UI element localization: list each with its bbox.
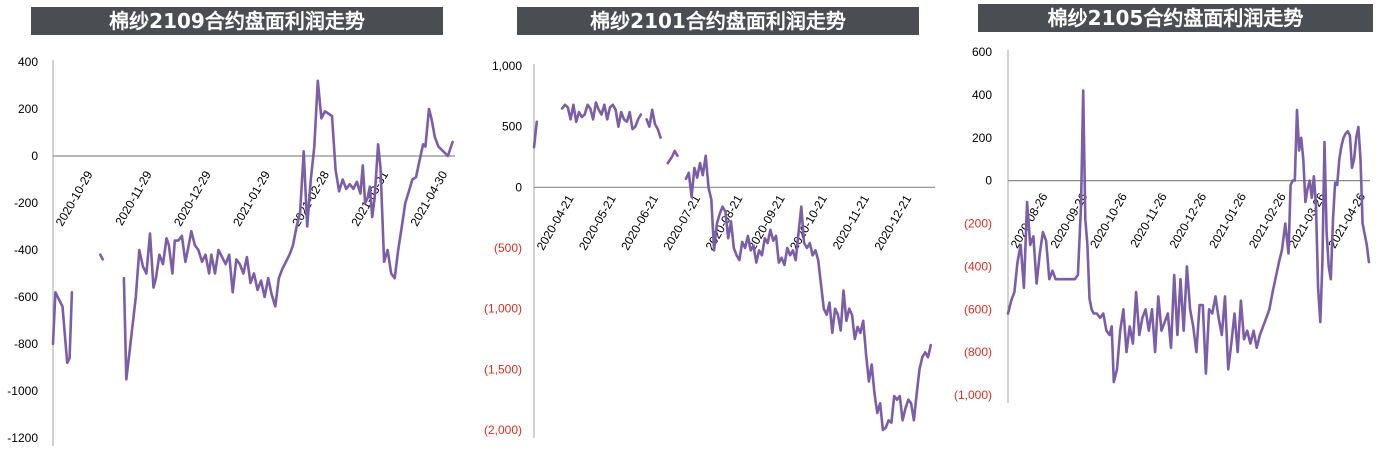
y-tick-label: 0: [515, 180, 522, 194]
x-tick-label: 2020-06-21: [618, 192, 661, 252]
y-tick-label: (600): [964, 302, 992, 316]
x-tick-label: 2020-04-21: [534, 192, 577, 252]
x-tick-label: 2020-08-21: [703, 192, 746, 252]
chart-2109: 400 200 0 -200 -400 -600 -800 -1000 -1200 2020-10…: [7, 55, 455, 446]
x-tick-label: 2021-01-29: [230, 168, 273, 228]
y-tick-label: 0: [985, 174, 992, 188]
x-tick-label: 2020-11-26: [1127, 190, 1170, 250]
chart-panel-2105: 棉纱2105合约盘面利润走势 600 400 200 0 (200) (400) (600)…: [950, 0, 1385, 452]
y-tick-label: (2,000): [484, 423, 522, 437]
series-line: [532, 101, 933, 432]
x-tick-label: 2020-12-29: [171, 168, 214, 228]
x-tick-label: 2020-10-29: [53, 168, 96, 228]
y-tick-label: -1200: [7, 431, 38, 445]
series-line: [51, 79, 454, 381]
chart-title-2109: 棉纱2109合约盘面利润走势: [31, 7, 443, 35]
y-tick-label: 400: [18, 55, 38, 69]
y-tick-label: 200: [18, 102, 38, 116]
y-tick-label: 0: [31, 149, 38, 163]
y-tick-label: (200): [964, 217, 992, 231]
y-tick-label: -400: [14, 243, 38, 257]
x-tick-label: 2020-11-21: [830, 192, 873, 252]
chart-2101: 1,000 500 0 (500) (1,000) (1,500) (2,000) 2020-…: [484, 59, 935, 438]
y-tick-label: 600: [972, 45, 992, 59]
x-tick-label: 2020-07-21: [660, 192, 703, 252]
y-tick-label: (800): [964, 345, 992, 359]
series-line: [1006, 89, 1371, 384]
x-tick-label: 2020-05-21: [576, 192, 619, 252]
x-tick-label: 2021-01-26: [1206, 190, 1249, 250]
y-tick-label: (1,500): [484, 362, 522, 376]
x-tick-label: 2020-10-26: [1087, 190, 1130, 250]
y-tick-label: -200: [14, 196, 38, 210]
y-tick-label: (400): [964, 259, 992, 273]
chart-panel-2101: 棉纱2101合约盘面利润走势 1,000 500 0 (500) (1,000) (1,5…: [470, 0, 950, 452]
y-tick-label: 1,000: [492, 59, 522, 73]
y-tick-label: -600: [14, 290, 38, 304]
chart-2105: 600 400 200 0 (200) (400) (600) (800) (1,000) 202…: [954, 45, 1371, 403]
x-tick-label: 2020-12-21: [871, 192, 914, 252]
y-tick-label: (1,000): [484, 302, 522, 316]
y-tick-label: 200: [972, 131, 992, 145]
chart-title-2105: 棉纱2105合约盘面利润走势: [978, 4, 1373, 32]
chart-title-2101: 棉纱2101合约盘面利润走势: [517, 7, 919, 35]
chart-panel-2109: 棉纱2109合约盘面利润走势 400 200 0 -200 -400 -600 -800 -1…: [0, 0, 470, 452]
y-tick-label: (500): [494, 241, 522, 255]
x-tick-label: 2020-11-29: [112, 168, 155, 228]
x-tick-label: 2020-09-21: [745, 192, 788, 252]
y-tick-label: -800: [14, 337, 38, 351]
y-tick-label: -1000: [7, 384, 38, 398]
y-tick-label: (1,000): [954, 388, 992, 402]
y-tick-label: 400: [972, 88, 992, 102]
x-tick-label: 2020-12-26: [1167, 190, 1210, 250]
y-tick-label: 500: [502, 120, 522, 134]
